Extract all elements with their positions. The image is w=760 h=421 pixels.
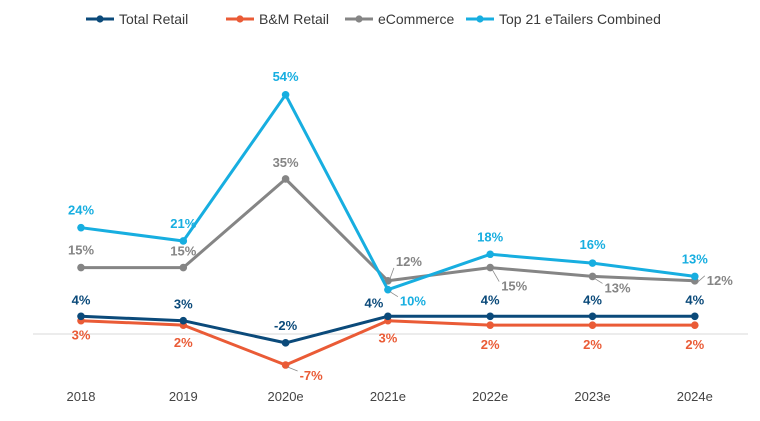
data-label: 4% [685,292,704,307]
data-label: 35% [273,155,299,170]
data-label: 13% [682,251,708,266]
data-point [486,312,495,321]
data-label: 12% [707,273,733,288]
legend-marker-0 [96,15,104,23]
data-point [486,250,495,259]
data-point [281,175,290,183]
data-label: 16% [579,237,605,252]
legend-label-3: Top 21 eTailers Combined [499,11,661,27]
data-label: 4% [583,292,602,307]
data-label: 24% [68,203,94,218]
data-label: 15% [170,244,196,259]
data-labels: 4% 3% -2% 4% 4% 4% 4% 3% 2% -7% 3% 2% 2% 2% 15% 15% 35% 1… [68,69,733,383]
data-point [281,361,290,369]
legend-label-0: Total Retail [119,11,188,27]
data-label: 10% [400,294,426,309]
data-point [179,237,188,245]
data-point [691,321,699,329]
leader-line [389,267,395,279]
data-label: 4% [481,292,500,307]
data-point [691,272,699,281]
data-point [77,223,85,232]
data-label: 4% [365,295,384,310]
legend-marker-1 [236,15,244,23]
x-tick-label: 2023e [574,389,610,404]
data-point [486,321,495,329]
data-label: 3% [174,297,193,312]
leader-line [594,278,603,284]
data-label: 2% [583,337,602,352]
x-axis-tick-labels: 2018 2019 2020e 2021e 2022e 2023e 2024e [67,389,713,404]
data-label: 4% [72,292,91,307]
legend-marker-2 [355,15,363,23]
legend: Total Retail B&M Retail eCommerce Top 21 eT… [86,11,661,27]
data-point [588,312,597,321]
data-point [384,277,392,285]
leader-line [696,275,706,284]
data-label: 2% [481,337,500,352]
data-point [486,263,495,272]
x-tick-label: 2019 [169,389,198,404]
data-label: 13% [605,280,631,295]
data-point [384,285,392,294]
data-point [281,90,290,99]
data-point [691,312,699,321]
legend-label-1: B&M Retail [259,11,329,27]
data-label: 12% [396,254,422,269]
series-line-3 [80,93,695,292]
x-tick-label: 2020e [268,389,304,404]
x-tick-label: 2022e [472,389,508,404]
data-point [588,259,597,267]
data-label: 15% [501,279,527,294]
data-point [281,339,290,347]
data-label: -7% [300,368,324,383]
leader-lines [287,267,706,372]
legend-label-2: eCommerce [378,11,454,27]
data-point [179,316,188,325]
data-label: 21% [170,216,196,231]
leader-line [389,291,399,298]
data-label: 3% [72,328,91,343]
data-label: 18% [477,229,503,244]
data-label: 2% [174,335,193,350]
x-tick-label: 2021e [370,389,406,404]
x-tick-label: 2024e [677,389,713,404]
leader-line [287,366,298,372]
data-label: -2% [274,318,298,333]
data-point [588,321,597,329]
leader-line [491,269,500,282]
data-point [384,312,392,321]
series-layer [77,90,699,369]
data-point [179,263,188,272]
data-point [77,263,85,272]
data-label: 3% [379,331,398,346]
x-tick-label: 2018 [67,389,96,404]
data-label: 54% [273,69,299,84]
data-point [588,272,597,281]
data-point [77,312,85,321]
data-label: 2% [685,337,704,352]
data-label: 15% [68,243,94,258]
legend-marker-3 [476,15,484,23]
